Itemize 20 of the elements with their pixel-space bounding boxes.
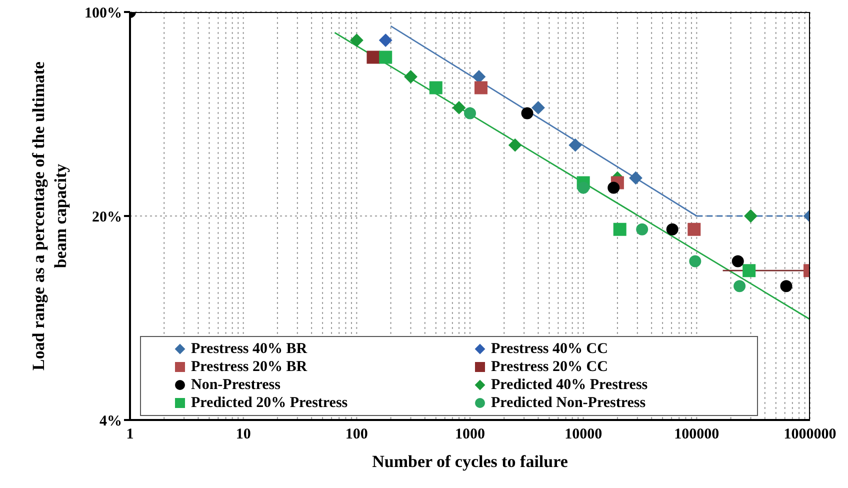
x-tick-label: 1000000 [784,426,836,443]
legend-label: Prestress 40% BR [191,340,308,358]
y-tick-label: 100% [84,5,122,22]
legend-label: Prestress 40% CC [491,340,608,358]
legend-label: Predicted 40% Prestress [491,376,648,394]
legend-label: Prestress 20% CC [491,358,608,376]
x-tick-label: 100000 [674,426,720,443]
x-tick-label: 10 [236,426,251,443]
legend-label: Predicted 20% Prestress [191,394,348,412]
x-tick-label: 10000 [564,426,602,443]
x-tick-label: 1 [126,426,134,443]
y-tick-label: 4% [100,413,122,430]
legend-label: Prestress 20% BR [191,358,308,376]
x-axis-title: Number of cycles to failure [371,452,569,472]
x-tick-label: 1000 [455,426,485,443]
y-tick-label: 20% [92,209,122,226]
y-axis-title: Load range as a percentage of the ultimate beam capacity [28,60,71,372]
legend-label: Non-Prestress [191,376,280,394]
x-tick-label: 100 [345,426,368,443]
legend-label: Predicted Non-Prestress [491,394,646,412]
